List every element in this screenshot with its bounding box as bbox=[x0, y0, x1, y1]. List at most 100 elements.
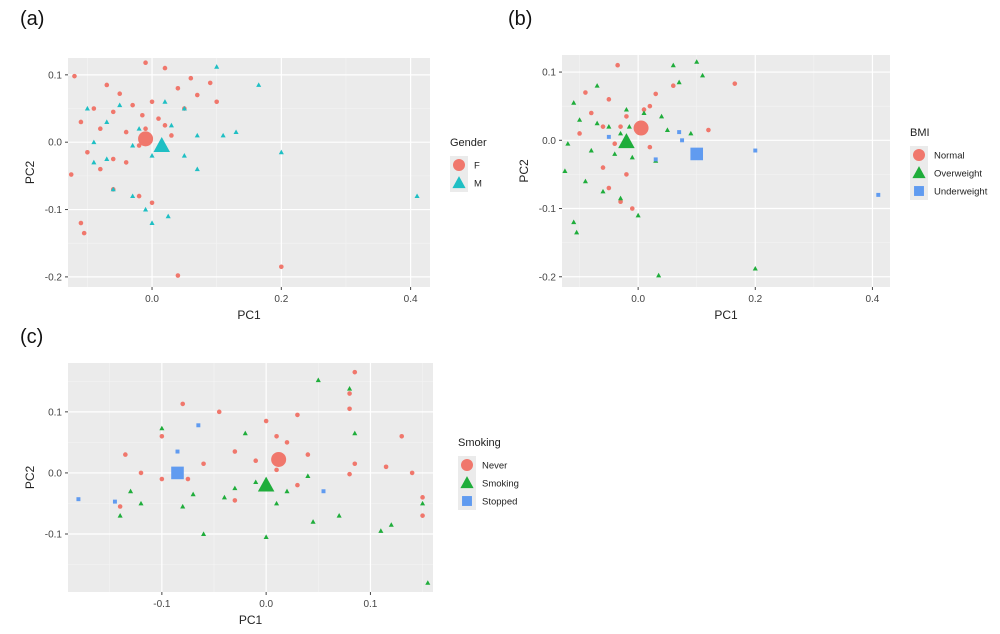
data-point-f bbox=[85, 149, 90, 155]
data-point-m bbox=[256, 82, 262, 87]
data-point-f bbox=[149, 99, 155, 105]
legend-key-never bbox=[461, 459, 473, 471]
data-point-normal bbox=[606, 185, 612, 191]
data-point-smoking bbox=[221, 494, 227, 500]
centroid-marker-normal bbox=[633, 120, 649, 136]
data-point-m bbox=[117, 102, 123, 108]
data-point-m bbox=[278, 149, 284, 155]
data-point-normal bbox=[647, 144, 653, 150]
data-point-normal bbox=[600, 165, 606, 170]
data-point-overweight bbox=[618, 195, 624, 201]
data-point-smoking bbox=[274, 500, 280, 506]
x-tick-label: -0.1 bbox=[153, 599, 171, 610]
data-point-stopped bbox=[321, 489, 326, 494]
data-point-never bbox=[420, 513, 425, 518]
data-point-never bbox=[253, 458, 259, 464]
data-point-m bbox=[165, 213, 171, 219]
data-point-never bbox=[274, 467, 279, 473]
y-tick-label: 0.1 bbox=[48, 70, 62, 81]
data-point-normal bbox=[618, 124, 623, 129]
y-tick-label: -0.2 bbox=[539, 272, 557, 283]
legend-key-underweight bbox=[914, 186, 924, 196]
data-point-m bbox=[220, 132, 226, 138]
data-point-m bbox=[104, 156, 110, 161]
data-point-f bbox=[149, 200, 155, 206]
data-point-normal bbox=[583, 90, 588, 95]
data-point-underweight bbox=[680, 138, 685, 143]
legend-label-never: Never bbox=[482, 461, 507, 472]
data-point-smoking bbox=[315, 377, 321, 383]
legend-label-f: F bbox=[474, 161, 480, 172]
data-point-f bbox=[169, 133, 174, 138]
panel-label-a: (a) bbox=[20, 8, 45, 30]
y-tick-label: -0.1 bbox=[45, 529, 63, 540]
data-point-normal bbox=[706, 127, 711, 133]
data-point-underweight bbox=[606, 134, 611, 139]
centroid-marker-f bbox=[138, 131, 154, 147]
data-point-m bbox=[214, 64, 220, 69]
data-point-smoking bbox=[310, 519, 316, 524]
data-point-smoking bbox=[352, 430, 358, 436]
y-axis-title: PC2 bbox=[23, 161, 37, 185]
data-point-stopped bbox=[196, 423, 201, 428]
data-point-underweight bbox=[753, 148, 758, 153]
data-point-f bbox=[78, 220, 84, 226]
x-tick-label: 0.0 bbox=[631, 294, 645, 305]
data-point-normal bbox=[624, 114, 629, 119]
data-point-never bbox=[284, 440, 290, 445]
x-axis-title: PC1 bbox=[239, 613, 263, 627]
data-point-f bbox=[81, 230, 87, 236]
data-point-never bbox=[232, 498, 238, 503]
data-point-overweight bbox=[594, 120, 600, 126]
legend-label-stopped: Stopped bbox=[482, 497, 517, 508]
centroid-marker-m bbox=[153, 137, 170, 152]
legend-title: BMI bbox=[910, 127, 930, 139]
data-point-never bbox=[123, 452, 128, 457]
scatter-panel-1: 0.0 0.2 0.4 -0.2 -0.1 0.0 0.1 PC1 PC2 BMI Normal Ov… bbox=[517, 55, 988, 322]
legend-key-stopped bbox=[462, 496, 472, 506]
data-point-m bbox=[194, 132, 200, 138]
data-point-overweight bbox=[594, 83, 600, 88]
legend-title: Gender bbox=[450, 137, 487, 149]
data-point-overweight bbox=[606, 124, 612, 129]
data-point-never bbox=[409, 470, 415, 476]
legend-label-smoking: Smoking bbox=[482, 479, 519, 490]
data-point-f bbox=[162, 65, 168, 71]
data-point-overweight bbox=[656, 272, 662, 278]
data-point-f bbox=[279, 264, 284, 270]
data-point-overweight bbox=[659, 113, 665, 119]
x-tick-label: 0.0 bbox=[259, 599, 273, 610]
data-point-m bbox=[104, 119, 110, 124]
data-point-m bbox=[136, 126, 142, 131]
data-point-overweight bbox=[571, 219, 577, 225]
y-tick-label: 0.0 bbox=[542, 136, 556, 147]
legend-label-normal: Normal bbox=[934, 151, 965, 162]
plot-background bbox=[562, 55, 890, 287]
data-point-m bbox=[168, 122, 174, 128]
data-point-smoking bbox=[128, 488, 134, 494]
data-point-smoking bbox=[305, 473, 311, 478]
data-point-overweight bbox=[588, 147, 594, 153]
data-point-m bbox=[91, 159, 97, 165]
data-point-m bbox=[149, 220, 155, 225]
data-point-never bbox=[347, 406, 352, 412]
y-tick-label: -0.2 bbox=[45, 272, 63, 283]
legend-label-underweight: Underweight bbox=[934, 187, 988, 198]
data-point-overweight bbox=[618, 130, 624, 136]
data-point-smoking bbox=[388, 522, 394, 527]
data-point-f bbox=[91, 106, 97, 111]
data-point-overweight bbox=[582, 178, 588, 184]
data-point-smoking bbox=[336, 513, 342, 518]
data-point-overweight bbox=[688, 130, 694, 136]
data-point-m bbox=[130, 142, 136, 148]
data-point-m bbox=[84, 105, 90, 111]
centroid-marker-overweight bbox=[618, 133, 635, 149]
data-point-smoking bbox=[378, 528, 384, 533]
data-point-normal bbox=[588, 110, 594, 116]
data-point-f bbox=[72, 73, 77, 79]
data-point-smoking bbox=[180, 503, 186, 509]
data-point-never bbox=[305, 452, 311, 457]
centroid-marker-underweight bbox=[690, 147, 704, 161]
x-axis-title: PC1 bbox=[237, 308, 261, 322]
